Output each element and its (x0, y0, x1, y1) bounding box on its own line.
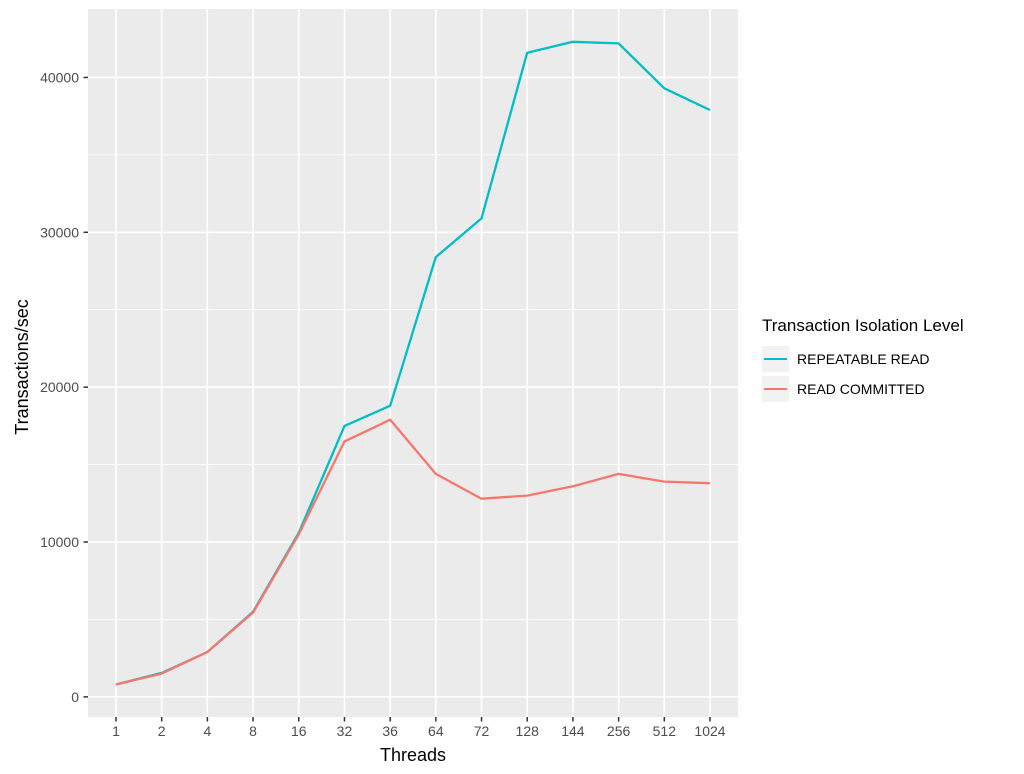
x-tick-label: 64 (428, 723, 444, 739)
x-axis-title: Threads (380, 745, 446, 765)
legend-item-label: REPEATABLE READ (797, 351, 930, 367)
legend-key (762, 346, 789, 372)
y-tick-label: 40000 (40, 69, 79, 85)
y-tick-label: 20000 (40, 379, 79, 395)
series-line-read-committed (115, 418, 711, 686)
legend-item-read-committed: READ COMMITTED (762, 376, 1022, 402)
x-tick-label: 8 (249, 723, 257, 739)
plot-area: 0 10000 20000 30000 40000 1 2 4 8 16 32 36 64 72 128 14… (40, 9, 738, 739)
plot-panel (88, 9, 738, 717)
x-tick-label: 32 (337, 723, 353, 739)
legend-line-swatch (764, 387, 787, 391)
x-tick-label: 144 (561, 723, 585, 739)
x-tick-label: 36 (382, 723, 398, 739)
legend-item-label: READ COMMITTED (797, 381, 925, 397)
y-tick-label: 10000 (40, 534, 79, 550)
y-axis-title: Transactions/sec (12, 299, 32, 434)
legend-line-swatch (764, 357, 787, 361)
x-tick-label: 256 (607, 723, 631, 739)
x-tick-label: 16 (291, 723, 307, 739)
y-tick-label: 0 (71, 689, 79, 705)
x-tick-label: 4 (203, 723, 211, 739)
x-tick-label: 1 (112, 723, 120, 739)
legend-title: Transaction Isolation Level (762, 316, 964, 335)
x-tick-label: 72 (474, 723, 490, 739)
x-tick-label: 1024 (694, 723, 725, 739)
x-tick-label: 128 (516, 723, 540, 739)
x-tick-label: 2 (158, 723, 166, 739)
legend: Transaction Isolation Level REPEATABLE R… (762, 316, 1022, 406)
x-tick-label: 512 (653, 723, 677, 739)
legend-key (762, 376, 789, 402)
legend-item-repeatable-read: REPEATABLE READ (762, 346, 1022, 372)
y-tick-label: 30000 (40, 224, 79, 240)
